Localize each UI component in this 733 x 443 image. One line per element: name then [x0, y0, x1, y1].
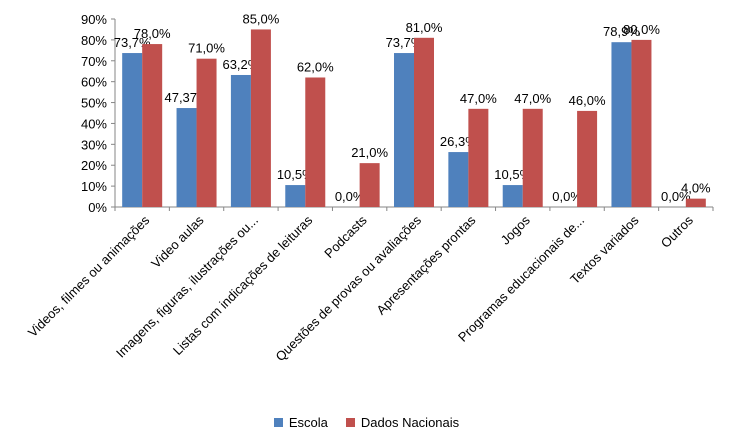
bar-dados-nacionais	[522, 108, 543, 207]
legend-label-escola: Escola	[288, 414, 328, 430]
category-label: Videos, filmes ou animações	[25, 212, 153, 340]
bar-escola	[176, 108, 197, 207]
legend-label-dados-nacionais: Dados Nacionais	[360, 414, 460, 430]
bar-escola	[448, 152, 469, 207]
bar-dados-nacionais	[414, 37, 434, 207]
y-tick-label: 30%	[81, 137, 107, 152]
data-label-dados-nacionais: 81,0%	[406, 20, 443, 35]
data-label-escola: 0,0%	[335, 189, 365, 204]
category-label: Jogos	[498, 212, 533, 247]
y-tick-label: 90%	[81, 12, 107, 27]
data-label-escola: 73,7%	[114, 35, 151, 50]
bar-escola	[285, 185, 306, 207]
bar-escola	[122, 53, 143, 207]
data-label-escola: 0,0%	[552, 189, 582, 204]
legend-swatch-dados-nacionais	[345, 417, 355, 427]
chart-legend: Escola Dados Nacionais	[0, 411, 733, 433]
y-tick-label: 80%	[81, 33, 107, 48]
data-label-escola: 78,9%	[603, 24, 640, 39]
y-tick-label: 50%	[81, 96, 107, 111]
data-label-escola: 73,7%	[386, 35, 423, 50]
bar-dados-nacionais	[685, 198, 706, 207]
data-label-escola: 0,0%	[661, 189, 691, 204]
data-label-dados-nacionais: 21,0%	[351, 145, 388, 160]
bar-dados-nacionais	[142, 44, 163, 207]
data-label-dados-nacionais: 80,0%	[623, 22, 660, 37]
bar-dados-nacionais	[359, 163, 380, 207]
category-label: Video aulas	[148, 212, 207, 271]
data-label-escola: 10,5%	[277, 167, 314, 182]
data-label-dados-nacionais: 85,0%	[242, 11, 279, 26]
y-tick-label: 70%	[81, 54, 107, 69]
bar-dados-nacionais	[631, 39, 652, 208]
category-label: Outros	[658, 212, 697, 251]
bar-dados-nacionais	[250, 29, 271, 208]
bar-chart: 0%10%20%30%40%50%60%70%80%90%73,7%78,0%V…	[25, 11, 714, 364]
data-label-dados-nacionais: 47,0%	[514, 91, 551, 106]
data-label-dados-nacionais: 46,0%	[569, 93, 606, 108]
bar-dados-nacionais	[468, 108, 489, 207]
legend-swatch-escola	[273, 417, 283, 427]
category-label: Apresentações prontas	[373, 212, 478, 317]
data-label-escola: 63,2%	[222, 57, 259, 72]
data-label-escola: 10,5%	[494, 167, 531, 182]
bar-dados-nacionais	[305, 77, 326, 207]
data-label-dados-nacionais: 62,0%	[297, 59, 334, 74]
bar-escola	[611, 42, 632, 207]
legend-item-dados-nacionais: Dados Nacionais	[345, 414, 460, 430]
bar-dados-nacionais	[577, 110, 598, 207]
bar-escola	[394, 53, 414, 207]
y-tick-label: 0%	[88, 200, 107, 215]
data-label-dados-nacionais: 78,0%	[134, 26, 171, 41]
data-label-dados-nacionais: 47,0%	[460, 91, 497, 106]
data-label-escola: 26,3%	[440, 134, 477, 149]
bar-escola	[230, 74, 251, 207]
y-tick-label: 10%	[81, 179, 107, 194]
category-label: Podcasts	[321, 212, 370, 261]
bar-escola	[502, 185, 523, 207]
y-tick-label: 40%	[81, 116, 107, 131]
y-tick-label: 20%	[81, 158, 107, 173]
y-tick-label: 60%	[81, 75, 107, 90]
data-label-dados-nacionais: 4,0%	[681, 181, 711, 196]
bar-dados-nacionais	[196, 58, 217, 207]
legend-item-escola: Escola	[273, 414, 328, 430]
data-label-dados-nacionais: 71,0%	[188, 41, 225, 56]
